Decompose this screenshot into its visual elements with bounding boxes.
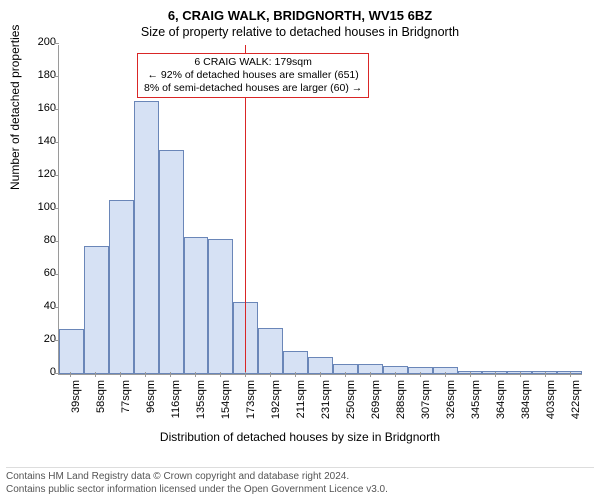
y-tick-label: 200 <box>28 36 56 48</box>
y-tick-mark <box>54 241 59 242</box>
y-axis-ticks: 020406080100120140160180200 <box>28 42 56 372</box>
x-tick: 231sqm <box>308 374 333 430</box>
y-tick-mark <box>54 307 59 308</box>
x-tick: 345sqm <box>457 374 482 430</box>
y-tick-label: 0 <box>28 366 56 378</box>
x-tick: 384sqm <box>507 374 532 430</box>
x-tick-label: 269sqm <box>370 374 382 419</box>
x-tick: 58sqm <box>83 374 108 430</box>
page-subtitle: Size of property relative to detached ho… <box>0 25 600 39</box>
histogram-bar <box>84 246 109 374</box>
footer-line: Contains public sector information licen… <box>6 484 594 497</box>
y-tick-label: 180 <box>28 69 56 81</box>
x-tick: 403sqm <box>532 374 557 430</box>
histogram-bar <box>109 200 134 374</box>
x-axis-ticks: 39sqm 58sqm 77sqm 96sqm 116sqm 135sqm 154sqm 17… <box>58 374 582 430</box>
histogram-bar <box>184 237 209 374</box>
x-axis-label: Distribution of detached houses by size … <box>0 430 600 444</box>
chart-container: 6, CRAIG WALK, BRIDGNORTH, WV15 6BZ Size… <box>0 0 600 500</box>
callout-box: 6 CRAIG WALK: 179sqm ← 92% of detached h… <box>137 53 369 98</box>
x-tick: 77sqm <box>108 374 133 430</box>
y-axis-label: Number of detached properties <box>8 25 22 190</box>
x-tick: 288sqm <box>382 374 407 430</box>
x-tick: 173sqm <box>233 374 258 430</box>
x-tick: 96sqm <box>133 374 158 430</box>
y-tick-label: 120 <box>28 168 56 180</box>
x-tick-label: 250sqm <box>345 374 357 419</box>
plot-area: 6 CRAIG WALK: 179sqm ← 92% of detached h… <box>58 45 582 375</box>
x-tick-label: 192sqm <box>270 374 282 419</box>
x-tick-label: 116sqm <box>170 374 182 418</box>
x-tick-label: 77sqm <box>120 374 132 413</box>
y-tick-mark <box>54 76 59 77</box>
callout-line: 8% of semi-detached houses are larger (6… <box>144 82 362 95</box>
x-tick-label: 384sqm <box>520 374 532 419</box>
x-tick-label: 173sqm <box>245 374 257 419</box>
x-tick: 307sqm <box>407 374 432 430</box>
y-tick-label: 160 <box>28 102 56 114</box>
x-tick-label: 135sqm <box>195 374 207 419</box>
callout-line: ← 92% of detached houses are smaller (65… <box>144 69 362 82</box>
x-tick-label: 422sqm <box>570 374 582 419</box>
x-tick-label: 307sqm <box>420 374 432 419</box>
y-tick-label: 140 <box>28 135 56 147</box>
x-tick: 211sqm <box>283 374 308 430</box>
x-tick-label: 154sqm <box>220 374 232 419</box>
x-tick: 192sqm <box>258 374 283 430</box>
y-tick-label: 40 <box>28 300 56 312</box>
x-tick: 422sqm <box>557 374 582 430</box>
x-tick-label: 231sqm <box>320 374 332 419</box>
x-tick: 250sqm <box>332 374 357 430</box>
x-tick: 116sqm <box>158 374 183 430</box>
x-tick: 326sqm <box>432 374 457 430</box>
y-tick-mark <box>54 142 59 143</box>
x-tick-label: 211sqm <box>295 374 307 418</box>
x-tick: 135sqm <box>183 374 208 430</box>
x-tick-label: 39sqm <box>70 374 82 413</box>
x-tick-label: 58sqm <box>95 374 107 413</box>
x-tick-label: 96sqm <box>145 374 157 413</box>
chart-area: 6 CRAIG WALK: 179sqm ← 92% of detached h… <box>58 45 582 375</box>
y-tick-label: 60 <box>28 267 56 279</box>
y-tick-label: 100 <box>28 201 56 213</box>
histogram-bar <box>159 150 184 374</box>
y-tick-label: 20 <box>28 333 56 345</box>
histogram-bar <box>283 351 308 374</box>
y-tick-mark <box>54 274 59 275</box>
x-tick: 269sqm <box>357 374 382 430</box>
histogram-bar <box>134 101 159 374</box>
x-tick-label: 326sqm <box>445 374 457 419</box>
x-tick: 39sqm <box>58 374 83 430</box>
y-tick-mark <box>54 340 59 341</box>
y-tick-mark <box>54 43 59 44</box>
x-tick: 154sqm <box>208 374 233 430</box>
page-title: 6, CRAIG WALK, BRIDGNORTH, WV15 6BZ <box>0 8 600 25</box>
x-tick-label: 403sqm <box>545 374 557 419</box>
footer-attribution: Contains HM Land Registry data © Crown c… <box>6 467 594 496</box>
x-tick-label: 345sqm <box>470 374 482 419</box>
y-tick-label: 80 <box>28 234 56 246</box>
histogram-bar <box>59 329 84 373</box>
histogram-bar <box>208 239 233 374</box>
y-tick-mark <box>54 175 59 176</box>
histogram-bar <box>258 328 283 374</box>
x-tick-label: 364sqm <box>495 374 507 419</box>
x-tick-label: 288sqm <box>395 374 407 419</box>
footer-line: Contains HM Land Registry data © Crown c… <box>6 471 594 484</box>
x-tick: 364sqm <box>482 374 507 430</box>
callout-line: 6 CRAIG WALK: 179sqm <box>144 56 362 69</box>
y-tick-mark <box>54 109 59 110</box>
y-tick-mark <box>54 208 59 209</box>
